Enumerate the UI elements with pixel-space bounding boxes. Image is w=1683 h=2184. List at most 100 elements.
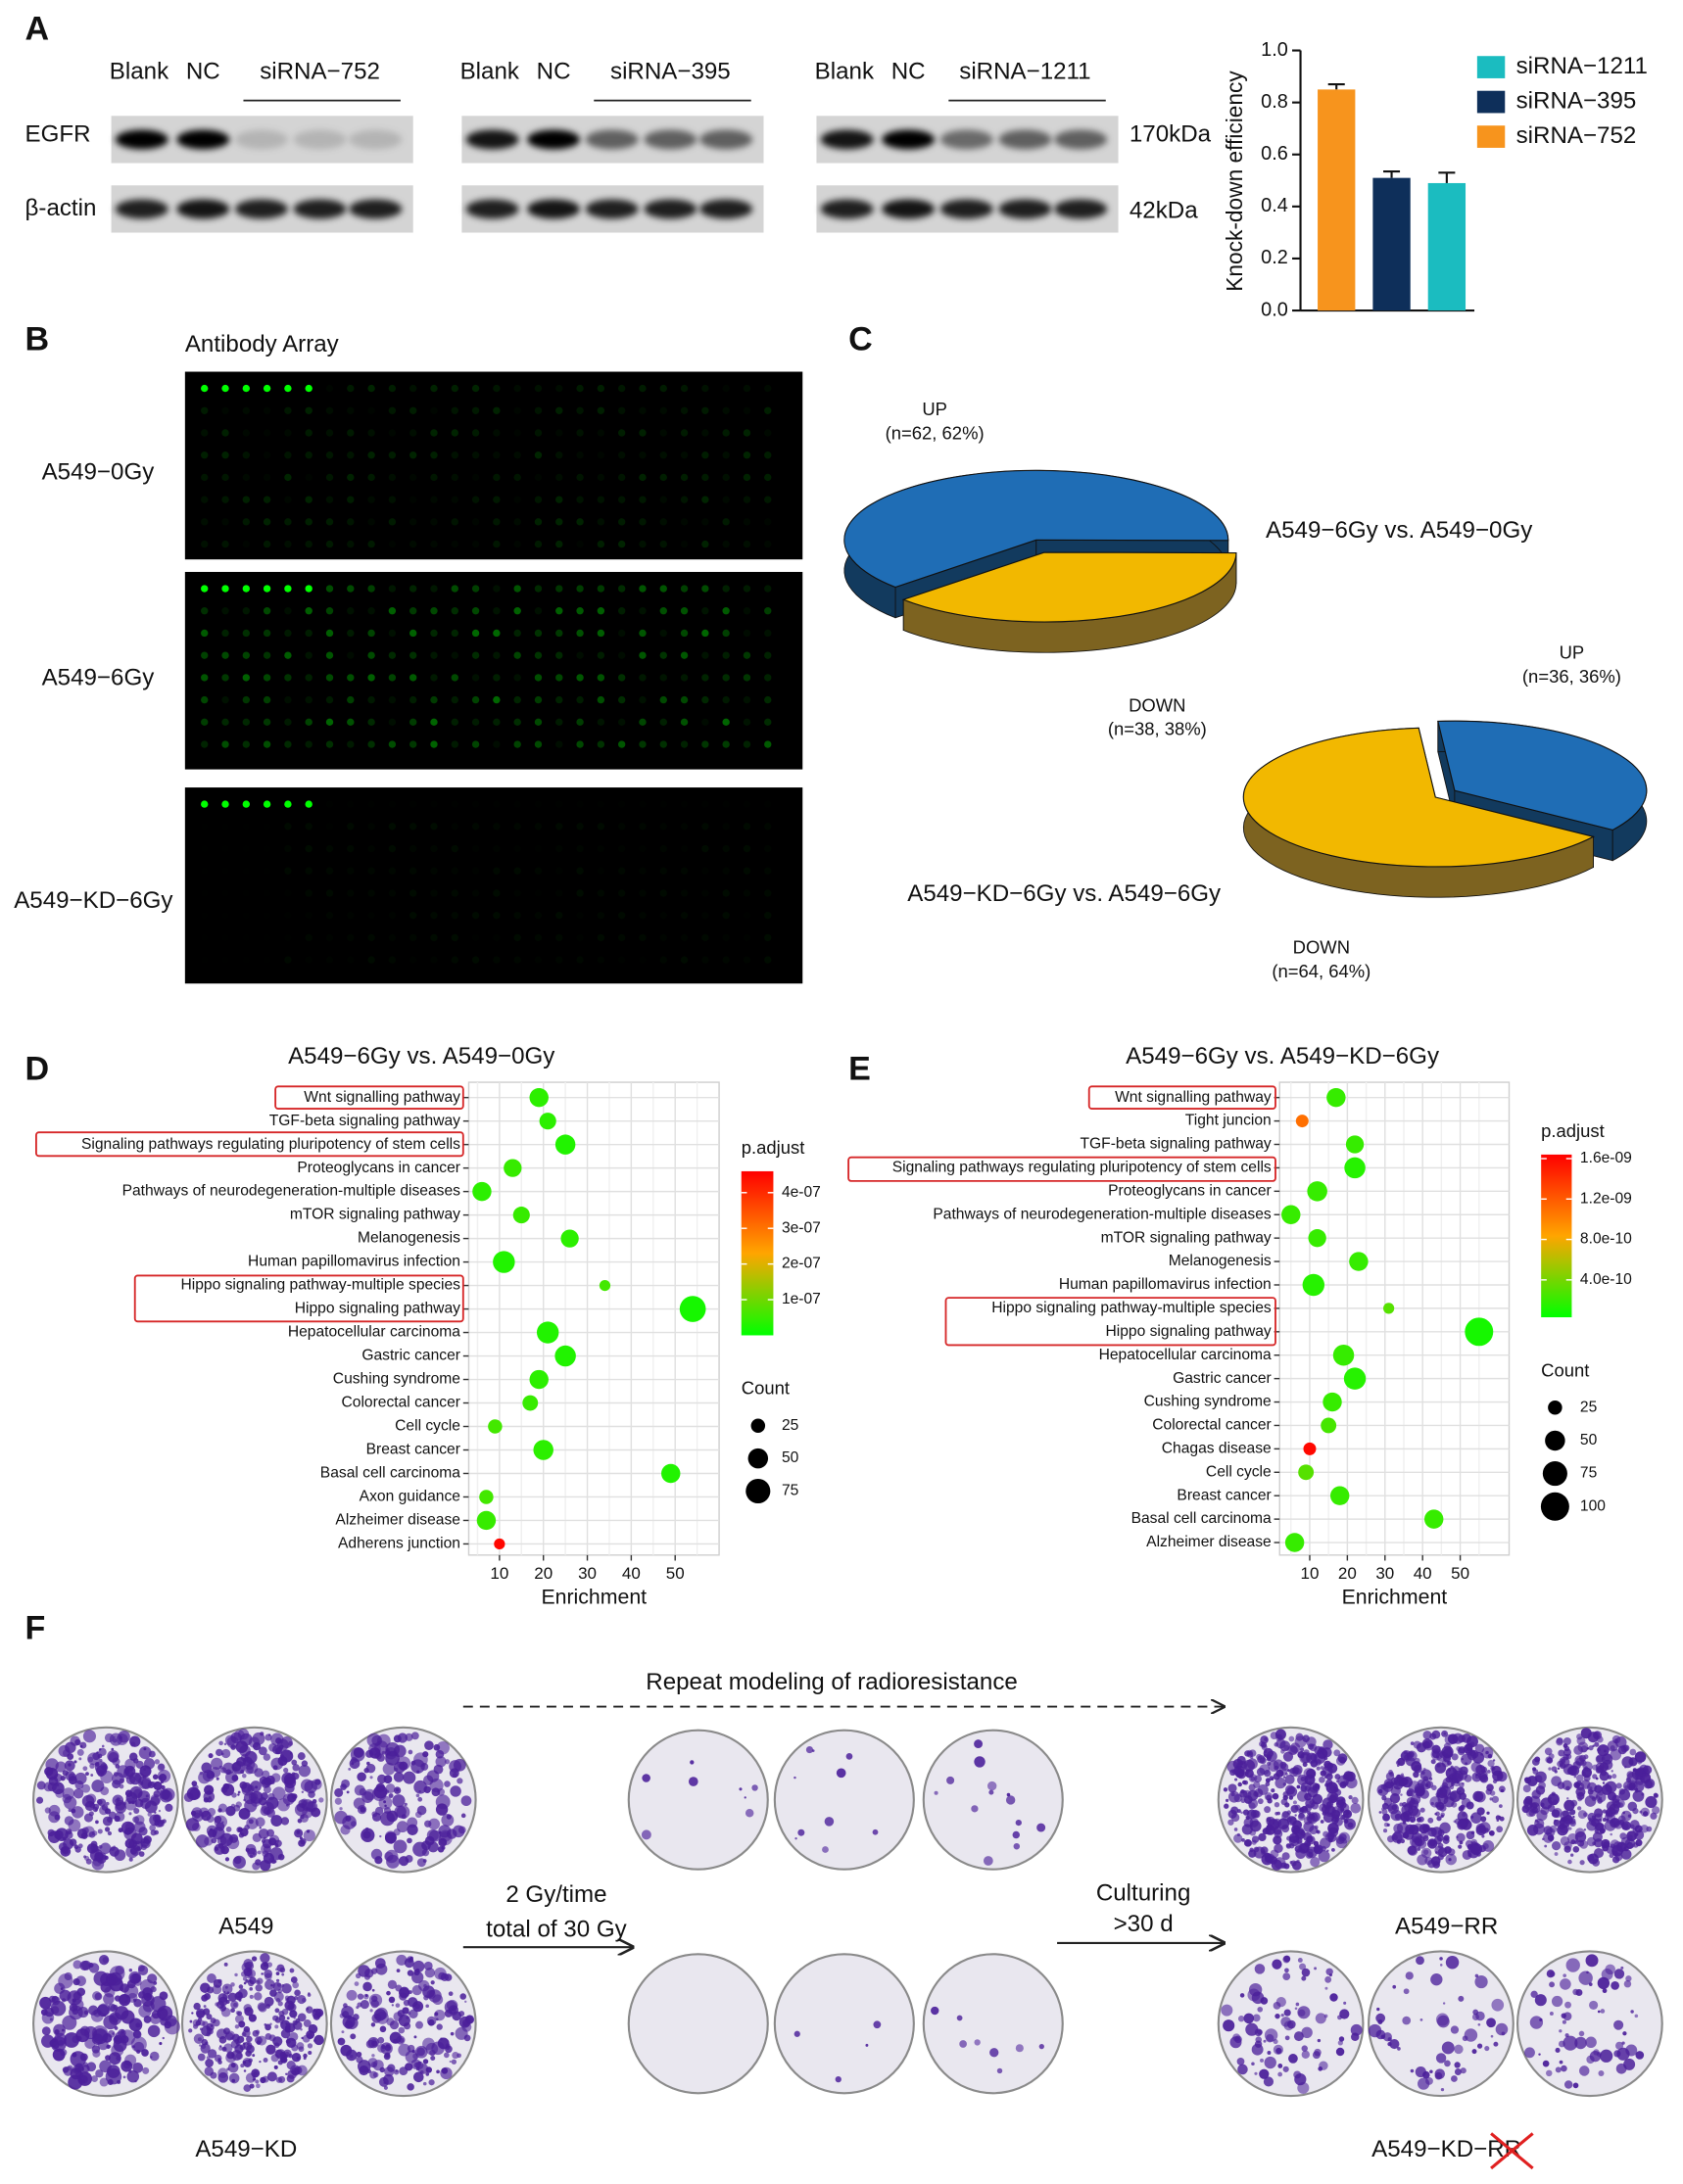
colony xyxy=(72,1960,82,1970)
colony xyxy=(1549,2012,1554,2016)
colony xyxy=(91,1780,105,1793)
array-spot xyxy=(743,429,751,437)
colony xyxy=(1397,2047,1401,2051)
colony xyxy=(1443,1732,1447,1735)
array-spot xyxy=(221,429,229,437)
colony xyxy=(1380,2034,1385,2039)
colony xyxy=(77,2065,84,2073)
array-spot xyxy=(576,518,584,526)
colony xyxy=(1570,1839,1576,1845)
colony xyxy=(392,1794,406,1808)
array-spot xyxy=(639,956,646,963)
colony xyxy=(245,1978,250,1983)
colony xyxy=(40,2009,48,2016)
array-spot xyxy=(471,629,480,638)
colony xyxy=(231,2078,236,2083)
array-spot xyxy=(325,451,334,459)
colony xyxy=(71,1808,76,1814)
colony xyxy=(1316,1766,1321,1771)
colony xyxy=(1576,1780,1582,1786)
colony xyxy=(1288,1795,1294,1800)
colony xyxy=(68,1773,77,1781)
array-spot xyxy=(722,451,730,459)
colony xyxy=(306,2006,313,2014)
colony xyxy=(158,1763,166,1771)
colony xyxy=(1598,2069,1605,2076)
step-label: Culturing xyxy=(1096,1880,1191,1907)
colony xyxy=(411,1984,422,1996)
array-spot xyxy=(263,473,271,482)
colony xyxy=(1448,1768,1452,1772)
array-spot xyxy=(430,718,438,727)
colony xyxy=(350,2033,357,2040)
colony xyxy=(1301,2045,1308,2052)
colony xyxy=(193,2023,199,2029)
group-label: siRNA−395 xyxy=(610,59,731,85)
colony xyxy=(81,1827,89,1834)
colony xyxy=(227,2062,239,2073)
array-spot xyxy=(409,629,417,638)
array-spot xyxy=(388,933,397,942)
colony xyxy=(1425,1780,1434,1789)
colony xyxy=(845,1753,853,1760)
colony xyxy=(1299,1807,1305,1813)
array-spot xyxy=(242,695,251,704)
colony xyxy=(1592,1744,1595,1748)
array-spot xyxy=(513,607,521,615)
blot-band xyxy=(644,129,697,150)
array-spot xyxy=(451,629,458,638)
array-spot xyxy=(597,518,605,526)
array-spot xyxy=(555,800,562,807)
colony xyxy=(1333,1749,1341,1757)
colony xyxy=(300,1813,310,1823)
colony xyxy=(1559,2029,1563,2033)
colony xyxy=(342,2011,350,2018)
colony xyxy=(1231,1769,1239,1776)
array-spot xyxy=(201,800,209,808)
colony xyxy=(252,1732,265,1745)
array-spot xyxy=(743,844,751,853)
array-spot xyxy=(243,912,250,919)
colony xyxy=(797,1828,805,1836)
colony xyxy=(1255,2036,1263,2043)
array-spot xyxy=(680,629,689,638)
colony xyxy=(1264,2028,1278,2042)
array-spot xyxy=(743,867,751,875)
colony xyxy=(1282,1776,1286,1779)
array-spot xyxy=(576,956,584,964)
array-spot xyxy=(201,740,209,748)
array-spot xyxy=(263,518,271,526)
colony xyxy=(1524,2047,1535,2059)
array-spot xyxy=(221,718,229,727)
array-spot xyxy=(576,429,584,437)
array-spot xyxy=(367,740,375,748)
colony xyxy=(206,1770,216,1780)
colony xyxy=(427,2018,435,2026)
colony xyxy=(370,2022,376,2027)
array-spot xyxy=(680,496,689,503)
colony xyxy=(1323,1762,1332,1772)
colony xyxy=(1271,1788,1275,1793)
array-spot xyxy=(305,451,313,459)
colony xyxy=(113,1845,116,1848)
y-tick-label: Adherens junction xyxy=(338,1536,460,1552)
colony xyxy=(99,1842,112,1855)
colony xyxy=(62,1847,70,1855)
colony xyxy=(1313,1844,1323,1855)
array-spot xyxy=(347,629,355,638)
colony xyxy=(1294,1814,1297,1817)
colony xyxy=(1337,1753,1348,1764)
size-key xyxy=(1540,1492,1569,1521)
array-spot xyxy=(388,451,397,459)
colony xyxy=(1450,1765,1454,1769)
y-tick-label: Human papillomavirus infection xyxy=(248,1254,460,1270)
colony xyxy=(642,1774,650,1782)
array-spot xyxy=(513,651,521,659)
array-spot xyxy=(471,473,480,482)
array-spot xyxy=(597,540,605,548)
colony xyxy=(1634,1829,1645,1840)
colony xyxy=(222,1762,235,1775)
y-tick-label: Basal cell carcinoma xyxy=(320,1465,460,1482)
array-spot xyxy=(284,651,292,659)
colony xyxy=(222,1992,229,2000)
